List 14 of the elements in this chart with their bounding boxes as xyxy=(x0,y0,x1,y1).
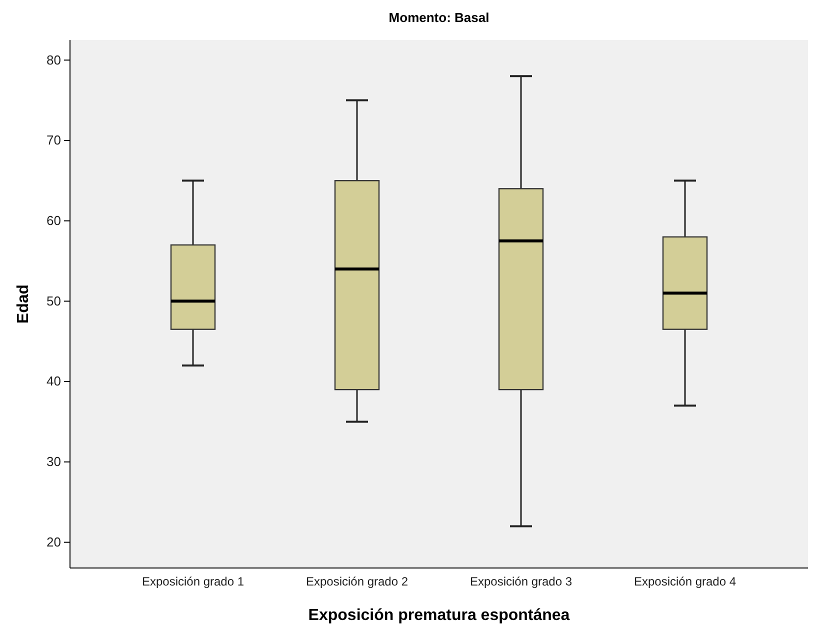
y-tick-label: 80 xyxy=(46,52,61,68)
x-tick-label: Exposición grado 3 xyxy=(470,574,572,589)
x-tick-label: Exposición grado 2 xyxy=(306,574,408,589)
y-tick-label: 30 xyxy=(46,454,61,470)
y-tick-label: 50 xyxy=(46,293,61,308)
y-axis-title: Edad xyxy=(15,284,32,324)
chart-title: Momento: Basal xyxy=(388,10,490,25)
x-tick-label: Exposición grado 4 xyxy=(634,574,736,589)
y-tick-label: 70 xyxy=(46,132,61,148)
y-tick-label: 40 xyxy=(46,374,61,389)
x-tick-label: Exposición grado 1 xyxy=(142,574,244,589)
y-tick-label: 20 xyxy=(46,534,61,550)
y-tick-label: 60 xyxy=(46,212,61,228)
x-axis-title: Exposición prematura espontánea xyxy=(308,607,570,624)
